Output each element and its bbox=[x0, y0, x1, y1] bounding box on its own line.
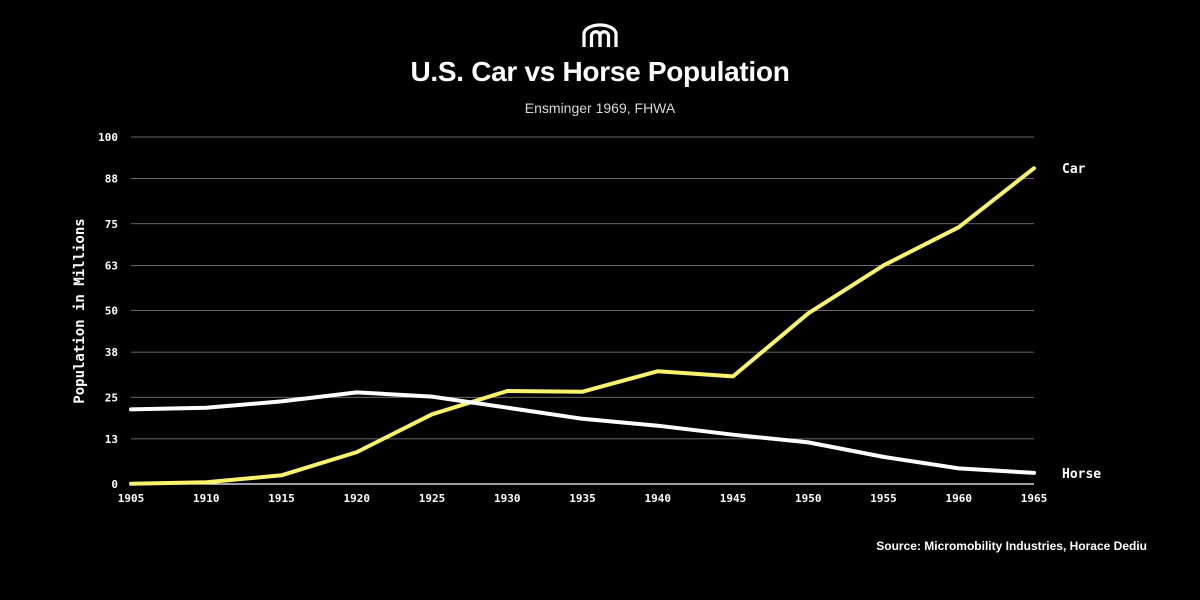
y-tick-label: 100 bbox=[98, 131, 118, 144]
x-tick-label: 1965 bbox=[1021, 492, 1048, 505]
y-tick-label: 88 bbox=[105, 173, 118, 186]
x-tick-label: 1955 bbox=[870, 492, 897, 505]
series-lines bbox=[129, 166, 1036, 486]
chart-title: U.S. Car vs Horse Population bbox=[410, 56, 790, 87]
x-tick-label: 1935 bbox=[569, 492, 596, 505]
x-tick-label: 1950 bbox=[795, 492, 822, 505]
y-tick-label: 25 bbox=[105, 391, 118, 404]
x-tick-label: 1930 bbox=[494, 492, 521, 505]
x-tick-label: 1920 bbox=[344, 492, 371, 505]
y-tick-label: 63 bbox=[105, 259, 118, 272]
chart-subtitle: Ensminger 1969, FHWA bbox=[524, 100, 676, 116]
y-tick-label: 50 bbox=[105, 305, 118, 318]
arches-logo-icon bbox=[582, 23, 618, 47]
x-tick-label: 1905 bbox=[118, 492, 145, 505]
y-axis-label: Population in Millions bbox=[72, 218, 88, 403]
x-tick-label: 1945 bbox=[720, 492, 747, 505]
series-label-car: Car bbox=[1062, 162, 1086, 177]
x-tick-label: 1910 bbox=[193, 492, 220, 505]
y-tick-labels: 0 13 25 38 50 63 75 88 100 bbox=[98, 131, 118, 491]
series-line-car bbox=[129, 166, 1036, 486]
series-label-horse: Horse bbox=[1062, 467, 1101, 482]
x-tick-labels: 1905 1910 1915 1920 1925 1930 1935 1940 1945 1950… bbox=[118, 492, 1048, 505]
series-line-horse bbox=[129, 390, 1036, 475]
y-tick-label: 0 bbox=[111, 478, 118, 491]
series-labels: Car Horse bbox=[1062, 162, 1101, 482]
x-tick-label: 1925 bbox=[419, 492, 446, 505]
y-tick-label: 75 bbox=[105, 218, 118, 231]
x-tick-label: 1915 bbox=[268, 492, 295, 505]
y-tick-label: 13 bbox=[105, 433, 118, 446]
x-tick-label: 1940 bbox=[645, 492, 672, 505]
y-tick-label: 38 bbox=[105, 346, 118, 359]
x-tick-label: 1960 bbox=[946, 492, 973, 505]
source-note: Source: Micromobility Industries, Horace… bbox=[876, 539, 1147, 553]
